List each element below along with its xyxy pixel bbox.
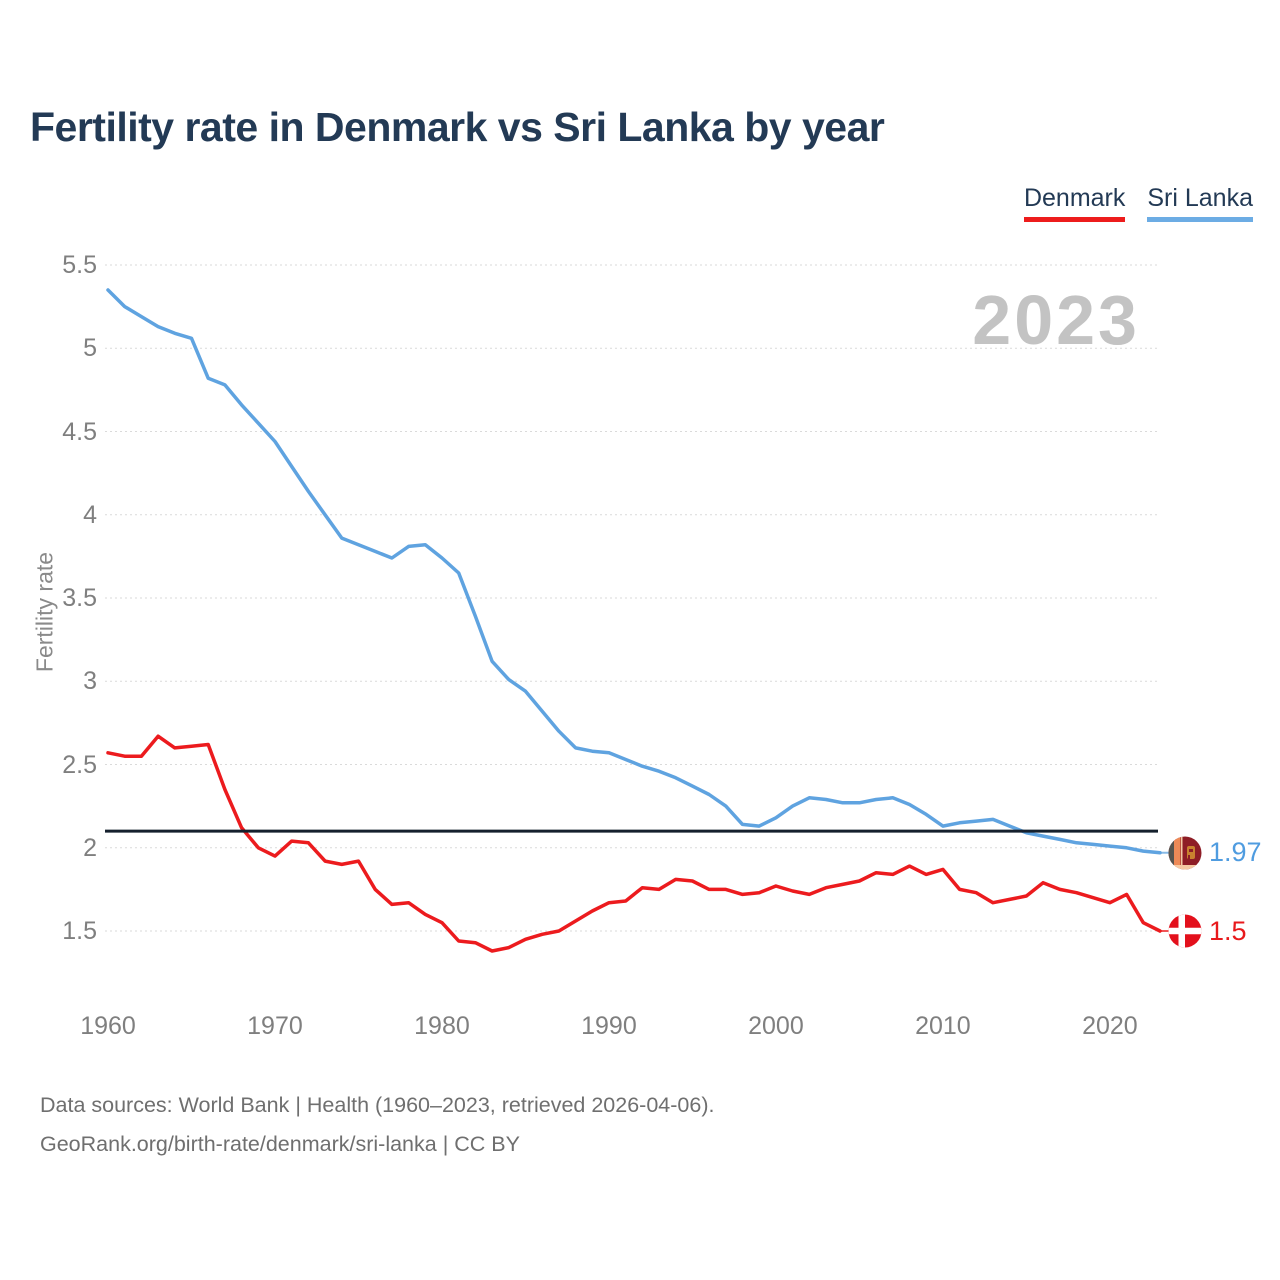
- x-tick-label: 2020: [1082, 1012, 1138, 1040]
- x-tick-label: 1970: [247, 1012, 303, 1040]
- legend-label-sri-lanka: Sri Lanka: [1147, 184, 1253, 212]
- end-value-denmark: 1.5: [1209, 915, 1247, 946]
- license-line: GeoRank.org/birth-rate/denmark/sri-lanka…: [40, 1132, 520, 1156]
- end-label-denmark: 1.5: [1168, 914, 1247, 948]
- source-line: Data sources: World Bank | Health (1960–…: [40, 1093, 715, 1117]
- legend: Denmark Sri Lanka: [1023, 184, 1253, 222]
- legend-item-sri-lanka[interactable]: Sri Lanka: [1147, 184, 1253, 222]
- watermark-year: 2023: [972, 281, 1140, 359]
- y-tick-label: 2: [83, 833, 97, 862]
- y-tick-label: 3: [83, 667, 97, 696]
- y-tick-label: 5.5: [62, 251, 97, 279]
- y-tick-label: 4: [83, 500, 97, 529]
- page-title: Fertility rate in Denmark vs Sri Lanka b…: [30, 104, 885, 150]
- end-value-sri-lanka: 1.97: [1209, 837, 1262, 868]
- y-tick-label: 2.5: [62, 750, 97, 779]
- y-tick-label: 4.5: [62, 417, 97, 446]
- legend-label-denmark: Denmark: [1023, 184, 1126, 212]
- source-attribution: Data sources: World Bank | Health (1960–…: [40, 1086, 714, 1164]
- x-tick-label: 1990: [581, 1012, 637, 1040]
- legend-underline-denmark: [1023, 217, 1126, 222]
- end-label-sri-lanka: 1.97: [1168, 836, 1262, 870]
- y-tick-label: 1.5: [62, 917, 97, 945]
- x-tick-label: 2010: [915, 1012, 971, 1040]
- denmark-line[interactable]: [106, 734, 1162, 953]
- sri-lanka-line[interactable]: [106, 288, 1162, 855]
- y-tick-label: 5: [83, 334, 97, 363]
- legend-item-denmark[interactable]: Denmark: [1023, 184, 1126, 222]
- x-tick-label: 1960: [80, 1012, 136, 1040]
- sri-lanka-flag-icon: [1168, 836, 1202, 870]
- legend-underline-sri-lanka: [1147, 217, 1253, 222]
- denmark-flag-icon: [1168, 914, 1202, 948]
- x-tick-label: 2000: [748, 1012, 804, 1040]
- x-tick-label: 1980: [414, 1012, 470, 1040]
- y-tick-label: 3.5: [62, 584, 97, 612]
